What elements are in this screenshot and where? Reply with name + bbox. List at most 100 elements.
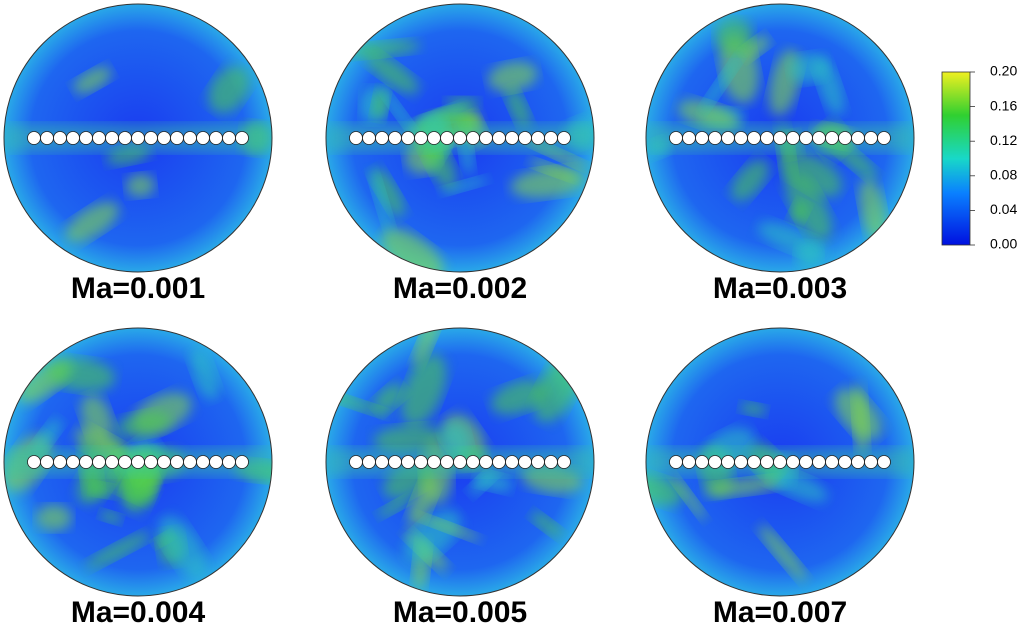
cylinder <box>480 132 493 145</box>
cylinder <box>28 132 41 145</box>
cylinder <box>852 132 865 145</box>
cylinder <box>454 132 467 145</box>
cylinder <box>696 456 709 469</box>
panel-label: Ma=0.004 <box>71 596 206 629</box>
colorbar <box>942 72 970 245</box>
panel-label: Ma=0.003 <box>713 272 847 305</box>
cylinder <box>545 132 558 145</box>
cylinder <box>558 132 571 145</box>
cylinder <box>93 456 106 469</box>
panel-label: Ma=0.001 <box>71 272 205 305</box>
cylinder <box>480 456 493 469</box>
cylinder <box>558 456 571 469</box>
cylinder <box>106 132 119 145</box>
cylinder <box>54 456 67 469</box>
cylinder <box>119 456 132 469</box>
swirl <box>715 18 754 54</box>
cylinder <box>376 132 389 145</box>
cylinder <box>80 456 93 469</box>
cylinder <box>363 456 376 469</box>
cylinder <box>41 132 54 145</box>
cylinder <box>236 132 249 145</box>
panel: Ma=0.007 <box>628 328 914 629</box>
cylinder <box>223 132 236 145</box>
colorbar-ticks: 0.200.160.120.080.040.00 <box>970 63 1017 252</box>
cylinder <box>670 132 683 145</box>
cylinder <box>532 456 545 469</box>
cylinder <box>210 456 223 469</box>
cylinder <box>402 132 415 145</box>
cylinder <box>158 132 171 145</box>
cylinder <box>171 132 184 145</box>
tick-label: 0.08 <box>990 167 1017 183</box>
panel: Ma=0.005 <box>313 314 594 629</box>
cylinder <box>670 456 683 469</box>
tick-label: 0.20 <box>990 63 1017 79</box>
panel-label: Ma=0.002 <box>393 272 527 305</box>
cylinder <box>800 132 813 145</box>
cylinder <box>197 456 210 469</box>
swirl <box>36 505 72 531</box>
cylinder <box>171 456 184 469</box>
cylinder <box>545 456 558 469</box>
cylinder <box>236 456 249 469</box>
cylinder <box>132 132 145 145</box>
cylinder <box>467 456 480 469</box>
cylinder <box>106 456 119 469</box>
cylinder <box>184 456 197 469</box>
tick-label: 0.12 <box>990 132 1017 148</box>
cylinder <box>826 456 839 469</box>
cylinder <box>93 132 106 145</box>
cylinder <box>428 456 441 469</box>
cylinder <box>748 132 761 145</box>
cylinder <box>454 456 467 469</box>
cylinder <box>350 132 363 145</box>
cylinder <box>852 456 865 469</box>
cylinder <box>67 132 80 145</box>
cylinder <box>506 456 519 469</box>
cylinder <box>41 456 54 469</box>
cylinder <box>402 456 415 469</box>
cylinder <box>363 132 376 145</box>
cylinder <box>210 132 223 145</box>
cylinder <box>683 132 696 145</box>
panel: Ma=0.002 <box>326 4 603 305</box>
cylinder <box>774 456 787 469</box>
cylinder <box>826 132 839 145</box>
cylinder <box>761 456 774 469</box>
cylinder <box>709 456 722 469</box>
tick-label: 0.04 <box>990 201 1017 217</box>
cylinder <box>813 132 826 145</box>
cylinder <box>878 456 891 469</box>
cylinder <box>774 132 787 145</box>
cylinder <box>839 456 852 469</box>
cylinder <box>415 132 428 145</box>
cylinder <box>389 132 402 145</box>
panel: Ma=0.003 <box>643 4 914 305</box>
cylinder <box>800 456 813 469</box>
cylinder <box>532 132 545 145</box>
panels: Ma=0.001 Ma=0.002 Ma=0.003 Ma=0.004 Ma=0.005… <box>0 4 914 629</box>
cylinder <box>145 456 158 469</box>
cylinder <box>184 132 197 145</box>
cylinder <box>506 132 519 145</box>
cylinder <box>865 456 878 469</box>
panel: Ma=0.004 <box>0 328 294 629</box>
cylinder <box>722 456 735 469</box>
cylinder <box>28 456 41 469</box>
cylinder <box>748 456 761 469</box>
cylinder <box>735 132 748 145</box>
cylinder <box>54 132 67 145</box>
cylinder <box>493 132 506 145</box>
cylinder <box>683 456 696 469</box>
figure: Ma=0.001 Ma=0.002 Ma=0.003 Ma=0.004 Ma=0.005… <box>0 0 1032 631</box>
tick-label: 0.00 <box>990 236 1017 252</box>
cylinder <box>519 456 532 469</box>
cylinder <box>787 132 800 145</box>
panel-label: Ma=0.005 <box>393 596 527 629</box>
cylinder <box>813 456 826 469</box>
cylinder <box>415 456 428 469</box>
cylinder <box>350 456 363 469</box>
panel-label: Ma=0.007 <box>713 596 847 629</box>
cylinder <box>80 132 93 145</box>
